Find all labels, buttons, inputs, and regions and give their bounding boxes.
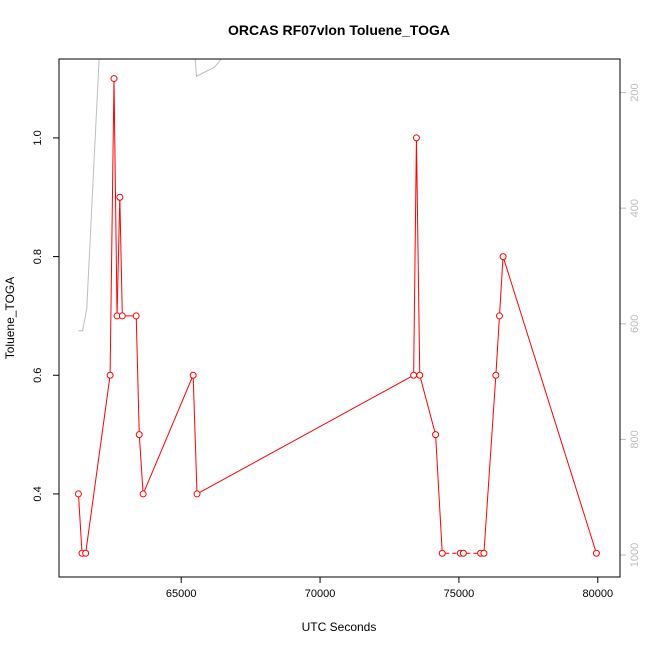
series-0-segment-23: [499, 259, 504, 313]
series-0-point-3: [106, 371, 114, 379]
series-0-point-23: [495, 312, 503, 320]
y-axis-label: Toluene_TOGA: [3, 277, 17, 360]
series-0-point-21: [480, 549, 488, 557]
right-tick-label-4: 1000: [629, 543, 641, 567]
series-0-point-15: [416, 371, 424, 379]
series-0-segment-3: [109, 81, 115, 373]
y-tick-label-1: 0.6: [32, 368, 44, 383]
series-0-point-10: [139, 490, 147, 498]
series-0-segment-9: [138, 437, 144, 491]
series-0-segment-22: [495, 318, 500, 373]
x-tick-label-2: 75000: [444, 588, 475, 600]
axes-layer: 65000 70000 75000 80000 0.4 0.6 0.8 1.0 200 400 60…: [32, 83, 641, 600]
series-0-segment-11: [192, 378, 198, 491]
series-0-segment-13: [413, 140, 417, 373]
series-0-segment-8: [135, 318, 140, 432]
series-0-point-8: [132, 312, 140, 320]
series-0-segment-4: [113, 81, 118, 313]
y-tick-label-3: 1.0: [32, 130, 44, 145]
series-0-point-12: [193, 490, 201, 498]
x-tick-label-0: 65000: [166, 588, 197, 600]
x-tick-label-3: 80000: [582, 588, 613, 600]
series-0-segment-24: [503, 259, 596, 551]
x-tick-label-1: 70000: [305, 588, 336, 600]
series-0-point-24: [499, 253, 507, 261]
y-tick-label-2: 0.8: [32, 249, 44, 264]
x-axis-label: UTC Seconds: [302, 620, 377, 634]
series-0-point-19: [459, 549, 467, 557]
series-0-segment-12: [199, 376, 412, 493]
right-tick-label-2: 600: [629, 315, 641, 333]
series-0-point-6: [116, 193, 124, 201]
chart-title: ORCAS RF07vlon Toluene_TOGA: [228, 22, 450, 38]
series-0-point-0: [74, 490, 82, 498]
secondary-series-line-0: [78, 59, 222, 332]
series-0-point-25: [592, 549, 600, 557]
right-tick-label-0: 200: [629, 83, 641, 101]
series-0-segment-14: [415, 140, 421, 373]
secondary-series-layer: [78, 59, 222, 332]
series-0-point-9: [135, 431, 143, 439]
series-0-point-7: [118, 312, 126, 320]
right-tick-label-3: 800: [629, 430, 641, 448]
series-0-point-22: [492, 371, 500, 379]
series-0-segment-6: [119, 200, 123, 313]
series-0-point-2: [82, 549, 90, 557]
series-0-segment-21: [483, 378, 497, 551]
right-tick-label-1: 400: [629, 199, 641, 217]
series-0-segment-10: [143, 377, 193, 492]
series-0-segment-5: [116, 200, 121, 313]
series-0-point-17: [438, 549, 446, 557]
y-tick-label-0: 0.4: [32, 486, 44, 501]
series-0-point-4: [110, 75, 118, 83]
plot-frame: [58, 58, 621, 578]
series-0-point-16: [432, 431, 440, 439]
series-0-point-14: [412, 134, 420, 142]
series-0-point-11: [189, 371, 197, 379]
series-0-segment-0: [78, 496, 83, 551]
series-layer: [74, 75, 600, 557]
series-0-segment-15: [420, 378, 436, 432]
series-0-segment-16: [435, 437, 443, 551]
series-0-point-13: [410, 371, 418, 379]
series-0-segment-2: [85, 378, 111, 551]
